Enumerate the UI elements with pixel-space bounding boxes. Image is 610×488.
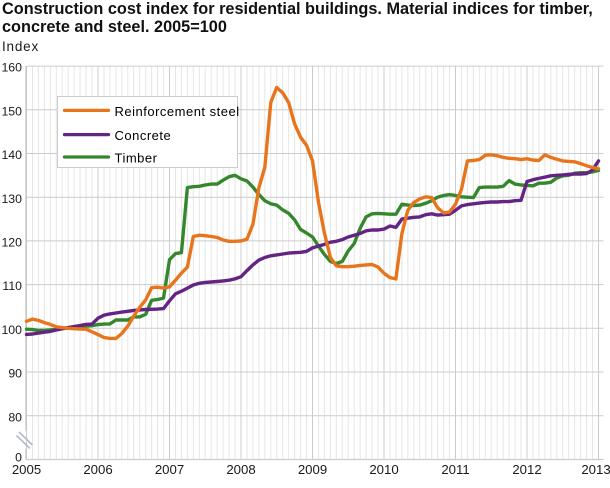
svg-text:2013: 2013 bbox=[581, 462, 610, 477]
svg-text:2007: 2007 bbox=[155, 462, 184, 477]
svg-text:2009: 2009 bbox=[298, 462, 327, 477]
svg-text:120: 120 bbox=[1, 236, 22, 250]
svg-text:140: 140 bbox=[1, 148, 22, 162]
svg-text:0: 0 bbox=[15, 450, 22, 464]
svg-text:100: 100 bbox=[1, 323, 22, 337]
svg-text:130: 130 bbox=[1, 192, 22, 206]
svg-text:2006: 2006 bbox=[83, 462, 112, 477]
svg-text:2008: 2008 bbox=[226, 462, 255, 477]
svg-text:2012: 2012 bbox=[512, 462, 541, 477]
svg-text:Reinforcement steel: Reinforcement steel bbox=[115, 104, 240, 119]
svg-text:80: 80 bbox=[8, 410, 22, 424]
svg-text:2011: 2011 bbox=[441, 462, 469, 477]
svg-text:2005: 2005 bbox=[12, 462, 41, 477]
svg-text:150: 150 bbox=[1, 104, 22, 118]
svg-text:160: 160 bbox=[1, 61, 22, 75]
svg-text:2010: 2010 bbox=[369, 462, 398, 477]
svg-text:90: 90 bbox=[8, 367, 22, 381]
svg-text:110: 110 bbox=[2, 279, 22, 293]
svg-text:Timber: Timber bbox=[115, 150, 158, 165]
svg-text:Concrete: Concrete bbox=[115, 128, 172, 143]
